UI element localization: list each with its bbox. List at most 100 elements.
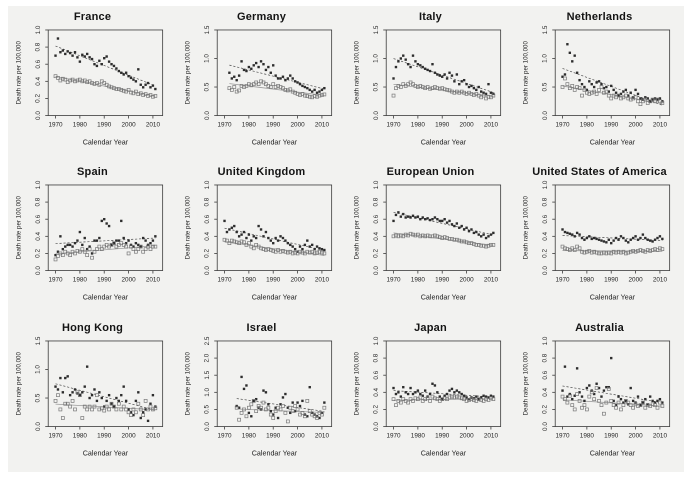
open-square-marker	[283, 250, 288, 254]
series-open-squares	[53, 241, 158, 262]
filled-square-marker	[450, 387, 454, 390]
filled-square-marker	[83, 385, 86, 388]
filled-square-marker	[595, 382, 598, 385]
filled-square-marker	[419, 392, 422, 395]
filled-square-marker	[139, 83, 142, 86]
filled-square-marker	[614, 91, 618, 94]
open-square-marker	[259, 79, 263, 84]
filled-square-marker	[284, 78, 287, 82]
filled-square-marker	[112, 405, 116, 408]
open-square-marker	[641, 400, 645, 405]
plot-box	[216, 184, 333, 272]
open-square-marker	[99, 247, 104, 252]
filled-square-marker	[59, 235, 62, 238]
filled-square-marker	[323, 401, 326, 404]
filled-square-marker	[622, 90, 625, 93]
filled-square-marker	[254, 397, 258, 401]
open-square-marker	[303, 414, 307, 418]
open-square-marker	[575, 391, 579, 396]
y-axis-label: Death rate per 100,000	[184, 351, 191, 415]
x-tick-label: 1970	[386, 432, 401, 439]
x-tick-label: 1970	[48, 432, 63, 439]
open-square-marker	[281, 403, 285, 408]
filled-square-marker	[561, 389, 564, 392]
chart-australia: 1970 1980 1990 2000 2010 0.0 0.2 0.4 0.6 0.8 1.0 Ca…	[522, 336, 671, 457]
trend-line-filled-points	[55, 383, 156, 411]
filled-square-marker	[103, 218, 106, 221]
filled-square-marker	[83, 237, 86, 240]
filled-square-marker	[250, 239, 253, 243]
y-tick-label: 0.0	[35, 421, 42, 430]
open-square-marker	[442, 87, 447, 92]
open-square-marker	[418, 234, 423, 239]
trend-line-filled-points	[393, 58, 494, 93]
open-square-marker	[116, 87, 121, 91]
filled-square-marker	[612, 399, 615, 402]
filled-square-marker	[301, 84, 304, 88]
filled-square-marker	[59, 376, 62, 379]
filled-square-marker	[110, 402, 113, 405]
open-square-marker	[582, 88, 587, 92]
open-square-marker	[73, 407, 77, 411]
panel-title: Spain	[77, 166, 108, 179]
open-square-marker	[56, 392, 60, 397]
open-square-marker	[315, 251, 319, 255]
x-tick-label: 2010	[315, 432, 330, 439]
open-square-marker	[589, 390, 594, 394]
panel-title: Japan	[414, 321, 447, 334]
filled-square-marker	[394, 65, 398, 69]
x-tick-label: 2010	[484, 277, 499, 284]
filled-square-marker	[54, 254, 57, 257]
open-square-marker	[266, 84, 271, 88]
open-square-marker	[452, 238, 457, 242]
open-square-marker	[295, 92, 300, 96]
filled-square-marker	[433, 216, 437, 220]
filled-square-marker	[134, 80, 138, 83]
filled-square-marker	[293, 80, 297, 83]
open-square-marker	[121, 88, 126, 93]
filled-square-marker	[436, 390, 439, 394]
open-square-marker	[126, 251, 131, 256]
filled-square-marker	[247, 65, 251, 69]
open-square-marker	[587, 92, 592, 96]
filled-square-marker	[399, 215, 403, 219]
open-square-marker	[56, 254, 60, 259]
open-square-marker	[491, 243, 496, 248]
filled-square-marker	[76, 56, 79, 59]
open-square-marker	[626, 96, 631, 101]
filled-square-marker	[237, 74, 241, 77]
open-square-marker	[60, 76, 65, 81]
open-square-marker	[119, 407, 124, 411]
open-square-marker	[107, 407, 111, 411]
open-square-marker	[53, 257, 58, 262]
open-square-marker	[298, 250, 302, 254]
open-square-marker	[428, 398, 432, 403]
filled-square-marker	[477, 233, 480, 237]
y-tick-label: 0.6	[373, 370, 380, 379]
open-square-marker	[452, 90, 457, 95]
open-square-marker	[457, 239, 462, 243]
filled-square-marker	[259, 228, 263, 231]
filled-square-marker	[144, 239, 147, 243]
filled-square-marker	[64, 376, 67, 379]
open-square-marker	[454, 394, 459, 399]
filled-square-marker	[448, 71, 451, 74]
panel-united-states-of-america: United States of America 1970 1980 1990 2000…	[515, 161, 684, 316]
filled-square-marker	[262, 389, 265, 392]
open-square-marker	[68, 404, 72, 409]
filled-square-marker	[279, 77, 282, 80]
open-square-marker	[413, 396, 418, 400]
open-square-marker	[582, 402, 587, 407]
filled-square-marker	[462, 394, 466, 397]
filled-square-marker	[78, 393, 82, 397]
filled-square-marker	[284, 392, 287, 395]
filled-square-marker	[426, 68, 429, 72]
filled-square-marker	[404, 390, 407, 394]
filled-square-marker	[590, 238, 593, 241]
filled-square-marker	[289, 74, 292, 77]
filled-square-marker	[592, 237, 596, 240]
filled-square-marker	[443, 73, 446, 76]
y-tick-label: 0.0	[542, 421, 549, 430]
y-tick-label: 0.0	[542, 111, 549, 120]
filled-square-marker	[252, 64, 255, 67]
